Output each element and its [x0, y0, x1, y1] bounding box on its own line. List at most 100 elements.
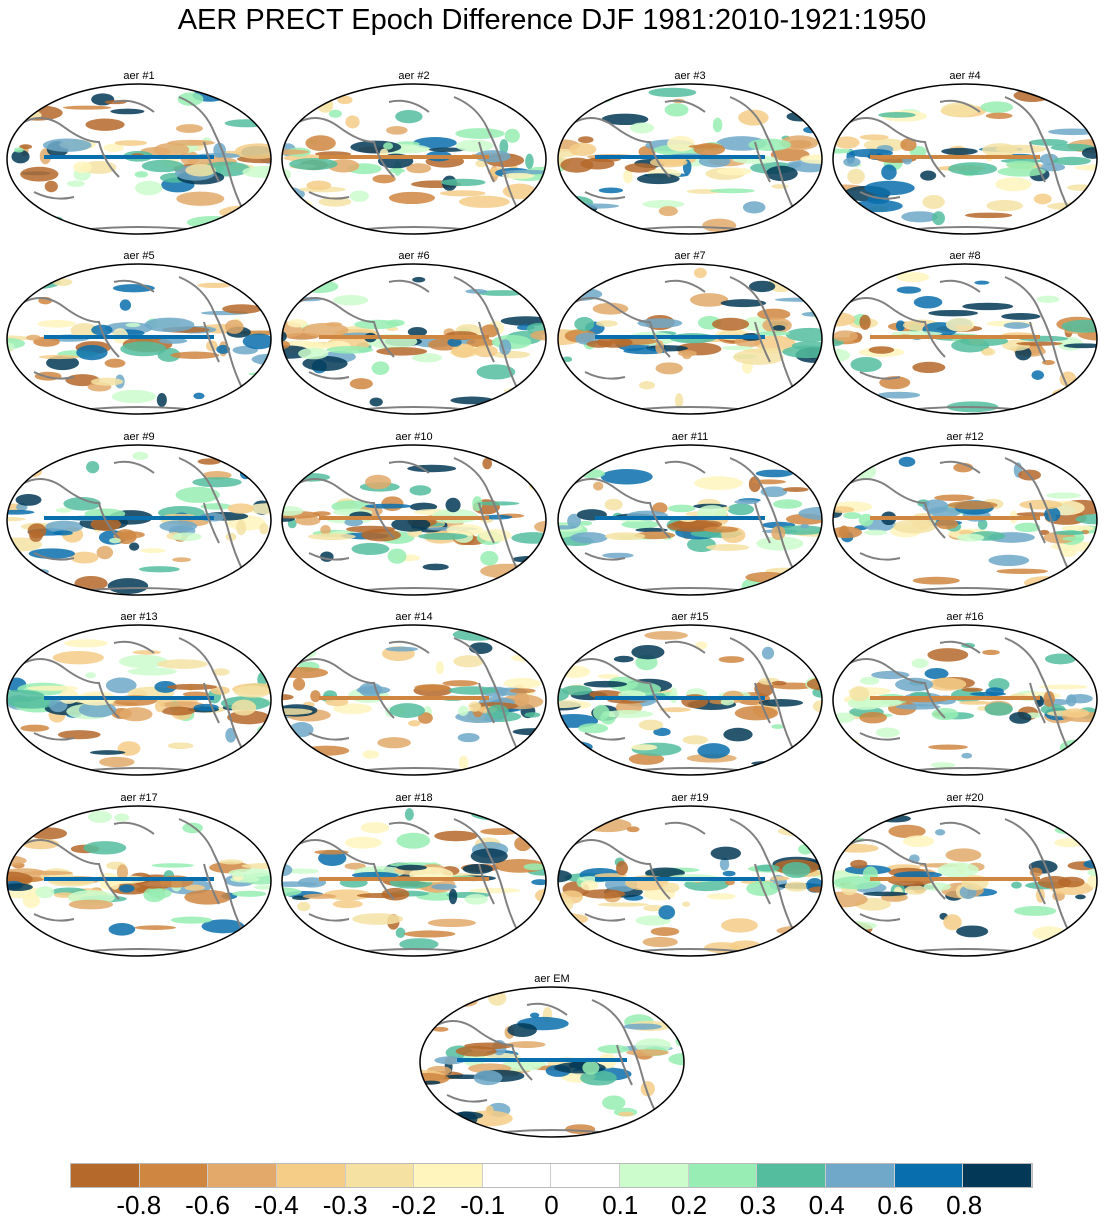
precip-anomaly — [597, 674, 620, 679]
precip-anomaly — [794, 813, 822, 829]
precip-anomaly — [626, 1049, 669, 1056]
precip-anomaly — [878, 112, 916, 118]
precip-anomaly — [734, 706, 779, 721]
colorbar-label: 0.2 — [670, 1190, 708, 1220]
precip-anomaly — [352, 913, 404, 925]
map — [419, 986, 685, 1138]
precip-anomaly — [529, 1012, 540, 1019]
precip-anomaly — [981, 348, 996, 356]
precip-anomaly — [175, 486, 220, 503]
panel-title: aer #5 — [123, 250, 155, 262]
precip-anomaly — [119, 884, 135, 893]
precip-anomaly — [73, 161, 92, 174]
precip-anomaly — [613, 655, 634, 663]
precip-anomaly — [7, 517, 26, 522]
colorbar-label: 0.3 — [739, 1190, 776, 1220]
map-panel: aer #1 — [4, 70, 274, 240]
precip-anomaly — [228, 868, 271, 878]
precip-anomaly — [473, 1070, 503, 1086]
map — [6, 263, 272, 415]
precip-anomaly — [396, 832, 431, 849]
map-panel: aer #11 — [555, 431, 825, 601]
precip-anomaly — [927, 648, 969, 662]
precip-anomaly — [784, 628, 795, 641]
precip-anomaly — [712, 117, 723, 133]
precip-anomaly — [593, 481, 604, 491]
precip-anomaly — [119, 654, 168, 669]
colorbar-swatch — [688, 1164, 758, 1187]
precip-anomaly — [242, 165, 271, 178]
precip-anomaly — [78, 701, 117, 718]
precip-anomaly — [185, 164, 216, 177]
map-panel: aer #14 — [279, 611, 549, 781]
precip-anomaly — [1038, 163, 1066, 172]
map-border — [832, 444, 1098, 596]
precip-anomaly — [623, 169, 633, 184]
precip-anomaly — [864, 180, 915, 196]
itcz-band — [870, 516, 1040, 520]
precip-anomaly — [471, 808, 521, 821]
precip-anomaly — [941, 102, 979, 117]
precip-anomaly — [877, 391, 921, 399]
precip-anomaly — [1052, 387, 1097, 401]
precip-anomaly — [706, 893, 736, 900]
coastline — [574, 96, 796, 233]
map-panel: aer #17 — [4, 792, 274, 962]
precip-anomaly — [574, 316, 595, 332]
coastline — [298, 457, 520, 594]
map-panel: aer #10 — [279, 431, 549, 601]
precip-anomaly — [777, 826, 822, 837]
precip-anomaly — [243, 203, 261, 216]
precip-anomaly — [66, 180, 85, 187]
precip-anomaly — [328, 109, 342, 118]
precip-anomaly — [900, 138, 917, 152]
precip-anomaly — [669, 687, 678, 704]
colorbar-swatch — [482, 1164, 552, 1187]
precip-anomaly — [153, 142, 190, 157]
precip-anomaly — [172, 557, 192, 563]
precip-anomaly — [1062, 536, 1085, 541]
map-panel: aer EM — [417, 973, 687, 1143]
colorbar-label: 0.4 — [808, 1190, 845, 1220]
precip-anomaly — [930, 762, 956, 768]
precip-anomaly — [642, 936, 678, 948]
itcz-band — [595, 877, 765, 881]
precip-anomaly — [99, 756, 135, 768]
precip-anomaly — [988, 554, 1030, 567]
map-panel: aer #18 — [279, 792, 549, 962]
precip-anomaly — [156, 392, 167, 407]
precip-anomaly — [119, 299, 132, 311]
precip-anomaly — [667, 135, 695, 152]
panel-title: aer #7 — [674, 250, 706, 262]
precip-anomaly — [868, 346, 895, 354]
colorbar-label: -0.6 — [185, 1190, 230, 1220]
precip-anomaly — [721, 918, 758, 933]
itcz-band — [595, 335, 765, 339]
precip-anomaly — [578, 723, 609, 734]
precip-anomaly — [937, 862, 979, 878]
precip-anomaly — [296, 89, 318, 105]
precip-anomaly — [446, 524, 484, 536]
precip-anomaly — [70, 551, 99, 564]
precip-anomaly — [687, 537, 716, 553]
precip-anomaly — [192, 477, 242, 488]
precip-anomaly — [70, 323, 99, 339]
precip-anomaly — [511, 555, 546, 563]
precip-anomaly — [525, 153, 534, 170]
precip-anomaly — [345, 115, 360, 129]
precip-anomaly — [655, 1001, 668, 1017]
coastline — [298, 96, 520, 233]
map — [6, 83, 272, 235]
precip-anomaly — [376, 347, 428, 356]
precip-anomaly — [934, 494, 975, 502]
coastline — [23, 96, 245, 233]
precip-anomaly — [843, 512, 862, 520]
precip-anomaly — [956, 925, 989, 938]
precip-anomaly — [896, 272, 930, 283]
precip-anomaly — [931, 707, 959, 721]
precip-anomaly — [7, 276, 20, 283]
precip-anomaly — [565, 1124, 596, 1135]
precip-anomaly — [129, 542, 140, 551]
itcz-band — [870, 696, 1040, 700]
precip-anomaly — [1048, 128, 1097, 136]
